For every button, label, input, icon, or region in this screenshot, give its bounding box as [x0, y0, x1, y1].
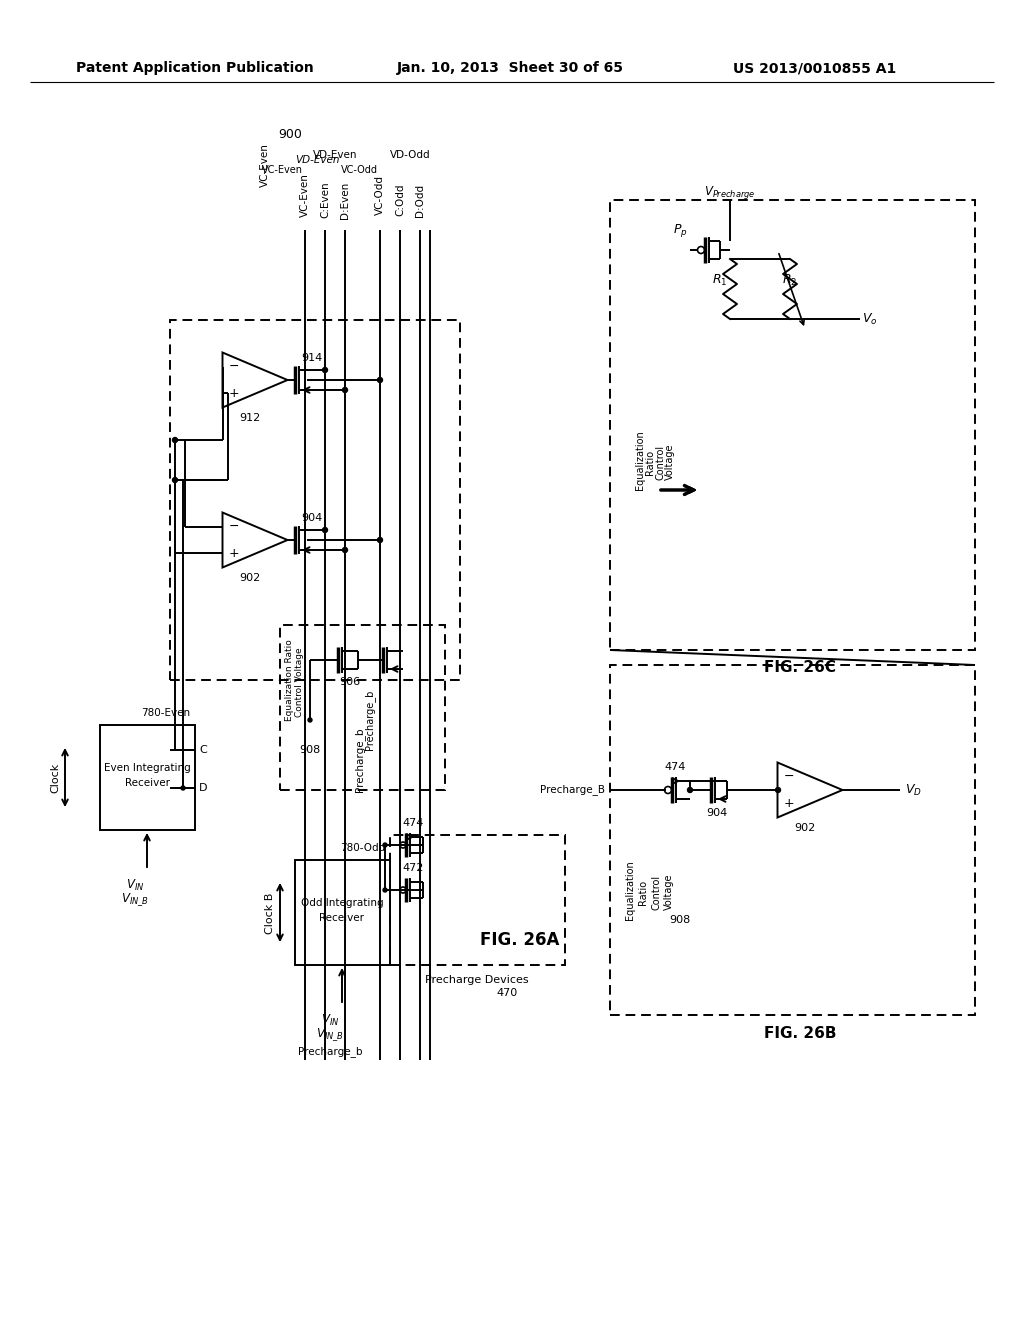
Text: $R_2$: $R_2$	[782, 272, 798, 288]
Circle shape	[775, 788, 780, 792]
Text: VC-Odd: VC-Odd	[375, 176, 385, 215]
Circle shape	[323, 367, 328, 372]
Circle shape	[378, 537, 383, 543]
Circle shape	[378, 378, 383, 383]
Text: FIG. 26A: FIG. 26A	[480, 931, 560, 949]
Circle shape	[172, 437, 177, 442]
Text: Control: Control	[651, 874, 662, 909]
Text: Receiver: Receiver	[125, 777, 170, 788]
Text: D:Even: D:Even	[340, 181, 350, 219]
Text: Precharge_b: Precharge_b	[365, 689, 376, 750]
Text: VC-Odd: VC-Odd	[341, 165, 378, 176]
Text: VD-Even: VD-Even	[312, 150, 357, 160]
Text: 912: 912	[240, 413, 261, 422]
Text: Precharge_b: Precharge_b	[298, 1047, 362, 1057]
Text: C:Even: C:Even	[319, 182, 330, 218]
Polygon shape	[222, 512, 288, 568]
Text: Ratio: Ratio	[638, 879, 648, 904]
Text: 780-Odd: 780-Odd	[340, 843, 385, 853]
Text: C:Odd: C:Odd	[395, 183, 406, 216]
Text: VD-Odd: VD-Odd	[390, 150, 430, 160]
Circle shape	[181, 785, 185, 789]
Text: +: +	[783, 797, 794, 810]
Text: Precharge_B: Precharge_B	[540, 784, 605, 796]
Text: Equalization: Equalization	[625, 861, 635, 920]
Text: Control: Control	[655, 445, 665, 479]
Text: 904: 904	[707, 808, 728, 818]
Polygon shape	[777, 763, 843, 817]
Text: $R_1$: $R_1$	[713, 272, 728, 288]
Text: −: −	[228, 520, 239, 533]
Text: C: C	[199, 744, 207, 755]
Bar	[390, 836, 565, 965]
Bar	[280, 624, 445, 789]
Text: 902: 902	[240, 573, 261, 583]
Text: −: −	[783, 770, 794, 783]
Text: 914: 914	[301, 352, 323, 363]
Bar	[610, 201, 975, 649]
Text: VC-Even: VC-Even	[300, 173, 310, 216]
Text: −: −	[228, 360, 239, 372]
Text: 470: 470	[497, 987, 517, 998]
Text: 904: 904	[301, 513, 323, 523]
Text: Clock: Clock	[50, 763, 60, 793]
Bar	[610, 665, 975, 1015]
Bar	[295, 861, 390, 965]
Text: US 2013/0010855 A1: US 2013/0010855 A1	[733, 61, 897, 75]
Text: VC-Even: VC-Even	[260, 143, 270, 187]
Bar	[170, 319, 460, 680]
Text: 906: 906	[339, 677, 360, 686]
Text: Voltage: Voltage	[664, 874, 674, 911]
Circle shape	[342, 548, 347, 553]
Text: $V_{IN\_B}$: $V_{IN\_B}$	[316, 1027, 344, 1043]
Text: 474: 474	[402, 818, 424, 828]
Circle shape	[308, 718, 312, 722]
Bar	[100, 725, 195, 830]
Text: Equalization Ratio: Equalization Ratio	[286, 639, 295, 721]
Text: D:Odd: D:Odd	[415, 183, 425, 216]
Text: Clock B: Clock B	[265, 892, 275, 933]
Text: Even Integrating: Even Integrating	[103, 763, 190, 774]
Text: $V_{IN}$: $V_{IN}$	[126, 878, 144, 892]
Text: $V_{IN\_B}$: $V_{IN\_B}$	[121, 891, 148, 908]
Circle shape	[687, 788, 692, 792]
Text: 908: 908	[670, 915, 690, 925]
Text: VD-Even: VD-Even	[296, 154, 340, 165]
Circle shape	[323, 528, 328, 532]
Text: 908: 908	[299, 744, 321, 755]
Text: Precharge_b: Precharge_b	[354, 727, 366, 792]
Circle shape	[342, 388, 347, 392]
Text: Ratio: Ratio	[645, 449, 655, 475]
Circle shape	[383, 888, 387, 892]
Text: Receiver: Receiver	[319, 913, 365, 923]
Text: D: D	[199, 783, 207, 793]
Text: $V_o$: $V_o$	[862, 312, 878, 326]
Text: +: +	[228, 548, 239, 560]
Text: 902: 902	[795, 822, 816, 833]
Text: $P_p$: $P_p$	[673, 222, 687, 239]
Text: Control Voltage: Control Voltage	[296, 647, 304, 717]
Text: Precharge Devices: Precharge Devices	[425, 975, 528, 985]
Text: VC-Even: VC-Even	[262, 165, 303, 176]
Text: Odd Integrating: Odd Integrating	[301, 898, 383, 908]
Text: $V_{IN}$: $V_{IN}$	[321, 1012, 339, 1027]
Text: 900: 900	[279, 128, 302, 141]
Text: Voltage: Voltage	[665, 444, 675, 480]
Polygon shape	[222, 352, 288, 408]
Text: +: +	[228, 387, 239, 400]
Text: FIG. 26C: FIG. 26C	[764, 660, 836, 676]
Text: Equalization: Equalization	[635, 430, 645, 490]
Circle shape	[172, 478, 177, 483]
Text: 780-Even: 780-Even	[141, 708, 190, 718]
Text: FIG. 26B: FIG. 26B	[764, 1026, 837, 1040]
Text: 474: 474	[665, 762, 686, 772]
Text: 472: 472	[402, 863, 424, 873]
Text: Patent Application Publication: Patent Application Publication	[76, 61, 314, 75]
Text: $V_{Precharge}$: $V_{Precharge}$	[705, 183, 756, 201]
Text: Jan. 10, 2013  Sheet 30 of 65: Jan. 10, 2013 Sheet 30 of 65	[396, 61, 624, 75]
Text: $V_D$: $V_D$	[905, 783, 922, 797]
Circle shape	[383, 843, 387, 847]
